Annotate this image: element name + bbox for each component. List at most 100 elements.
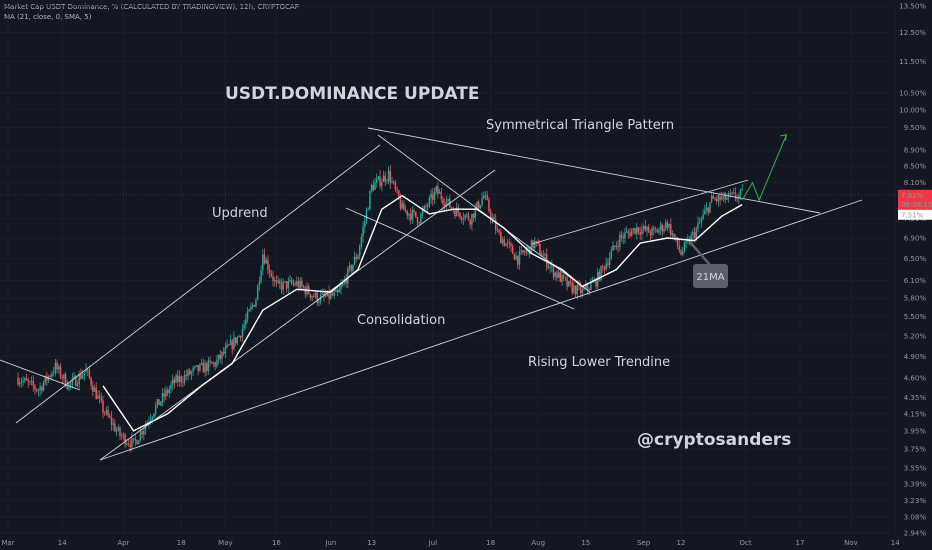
x-tick-label: Nov: [844, 539, 858, 547]
candle-body: [29, 381, 31, 383]
candle-body: [520, 250, 522, 252]
candle-body: [617, 245, 619, 248]
candle-body: [639, 232, 641, 235]
candle-body: [289, 280, 291, 281]
x-tick-label: 14: [58, 539, 67, 547]
candle-body: [313, 295, 315, 297]
candle-body: [464, 215, 466, 219]
candle-body: [425, 206, 427, 208]
candle-body: [488, 199, 490, 212]
candle-body: [103, 412, 106, 414]
y-tick-label: 5.20%: [904, 332, 927, 340]
candle-body: [382, 175, 385, 182]
candle-body: [387, 170, 390, 181]
candle-body: [411, 210, 414, 220]
candle-body: [44, 375, 46, 383]
candle-body: [243, 324, 245, 329]
candle-body: [467, 214, 470, 220]
candle-body: [35, 389, 38, 391]
candle-body: [188, 370, 191, 375]
candle-body: [578, 284, 580, 286]
y-tick-label: 11.50%: [899, 58, 926, 66]
candle-body: [430, 193, 432, 198]
candle-body: [642, 225, 645, 230]
candle-body: [664, 222, 667, 229]
candle-body: [647, 226, 650, 233]
candle-body: [18, 382, 21, 385]
y-tick-label: 10.00%: [899, 106, 926, 114]
candle-body: [732, 192, 735, 194]
candle-body: [209, 360, 211, 362]
candle-body: [137, 440, 140, 445]
candle-body: [372, 184, 375, 191]
candle-body: [287, 280, 290, 289]
candle-body: [605, 263, 607, 270]
candle-body: [165, 389, 167, 397]
candle-body: [262, 254, 264, 271]
candle-body: [477, 201, 480, 209]
candle-body: [629, 232, 631, 237]
candle-body: [234, 337, 237, 344]
candle-body: [399, 198, 402, 209]
candle-body: [710, 195, 713, 203]
channel-upper-line: [15, 144, 381, 424]
candle-body: [729, 193, 732, 194]
projection-path: [741, 134, 787, 202]
candle-body: [506, 242, 509, 244]
rising-lower-trendline: [99, 199, 863, 461]
candle-body: [245, 319, 247, 325]
candle-body: [581, 289, 584, 294]
candle-body: [207, 360, 210, 372]
candle-body: [141, 431, 143, 435]
candle-body: [741, 189, 743, 191]
candle-body: [25, 378, 28, 381]
candle-body: [602, 266, 604, 267]
candle-body: [386, 180, 388, 182]
candle-body: [442, 199, 444, 205]
y-tick-label: 3.23%: [904, 497, 927, 505]
candle-body: [406, 210, 409, 216]
candle-body: [734, 192, 737, 199]
candle-body: [192, 367, 194, 372]
x-tick-label: Oct: [740, 539, 752, 547]
candle-body: [666, 222, 669, 228]
candle-body: [676, 237, 679, 246]
candle-body: [569, 280, 572, 283]
candle-body: [658, 229, 660, 233]
candle-body: [270, 272, 273, 277]
candle-body: [115, 430, 118, 432]
candle-body: [692, 232, 694, 236]
candle-body: [97, 395, 99, 399]
candle-body: [143, 430, 145, 435]
candle-body: [330, 293, 332, 299]
candle-body: [200, 362, 203, 365]
y-tick-label: 3.08%: [904, 513, 927, 521]
candle-body: [717, 195, 720, 202]
x-tick-label: Apr: [117, 539, 129, 547]
candle-body: [250, 306, 252, 310]
candle-body: [85, 369, 87, 373]
candle-body: [496, 230, 499, 232]
candle-body: [273, 280, 276, 282]
chart-title: USDT.DOMINANCE UPDATE: [225, 84, 479, 104]
candle-body: [352, 264, 354, 271]
candle-body: [241, 328, 244, 338]
candle-body: [484, 195, 487, 197]
candle-body: [98, 395, 101, 398]
candle-body: [649, 232, 652, 236]
candle-body: [483, 195, 485, 199]
annotation-consolidation: Consolidation: [357, 313, 445, 328]
candle-body: [615, 245, 618, 247]
candle-body: [80, 373, 82, 379]
candle-body: [73, 376, 75, 379]
candle-body: [24, 378, 26, 381]
candle-body: [494, 219, 497, 231]
candle-body: [571, 282, 573, 293]
x-tick-label: 14: [891, 539, 900, 547]
y-tick-label: 4.35%: [904, 394, 927, 402]
projection-arrowhead: [780, 134, 788, 141]
candle-body: [63, 374, 65, 379]
candle-body: [656, 229, 658, 233]
candle-body: [221, 351, 223, 359]
